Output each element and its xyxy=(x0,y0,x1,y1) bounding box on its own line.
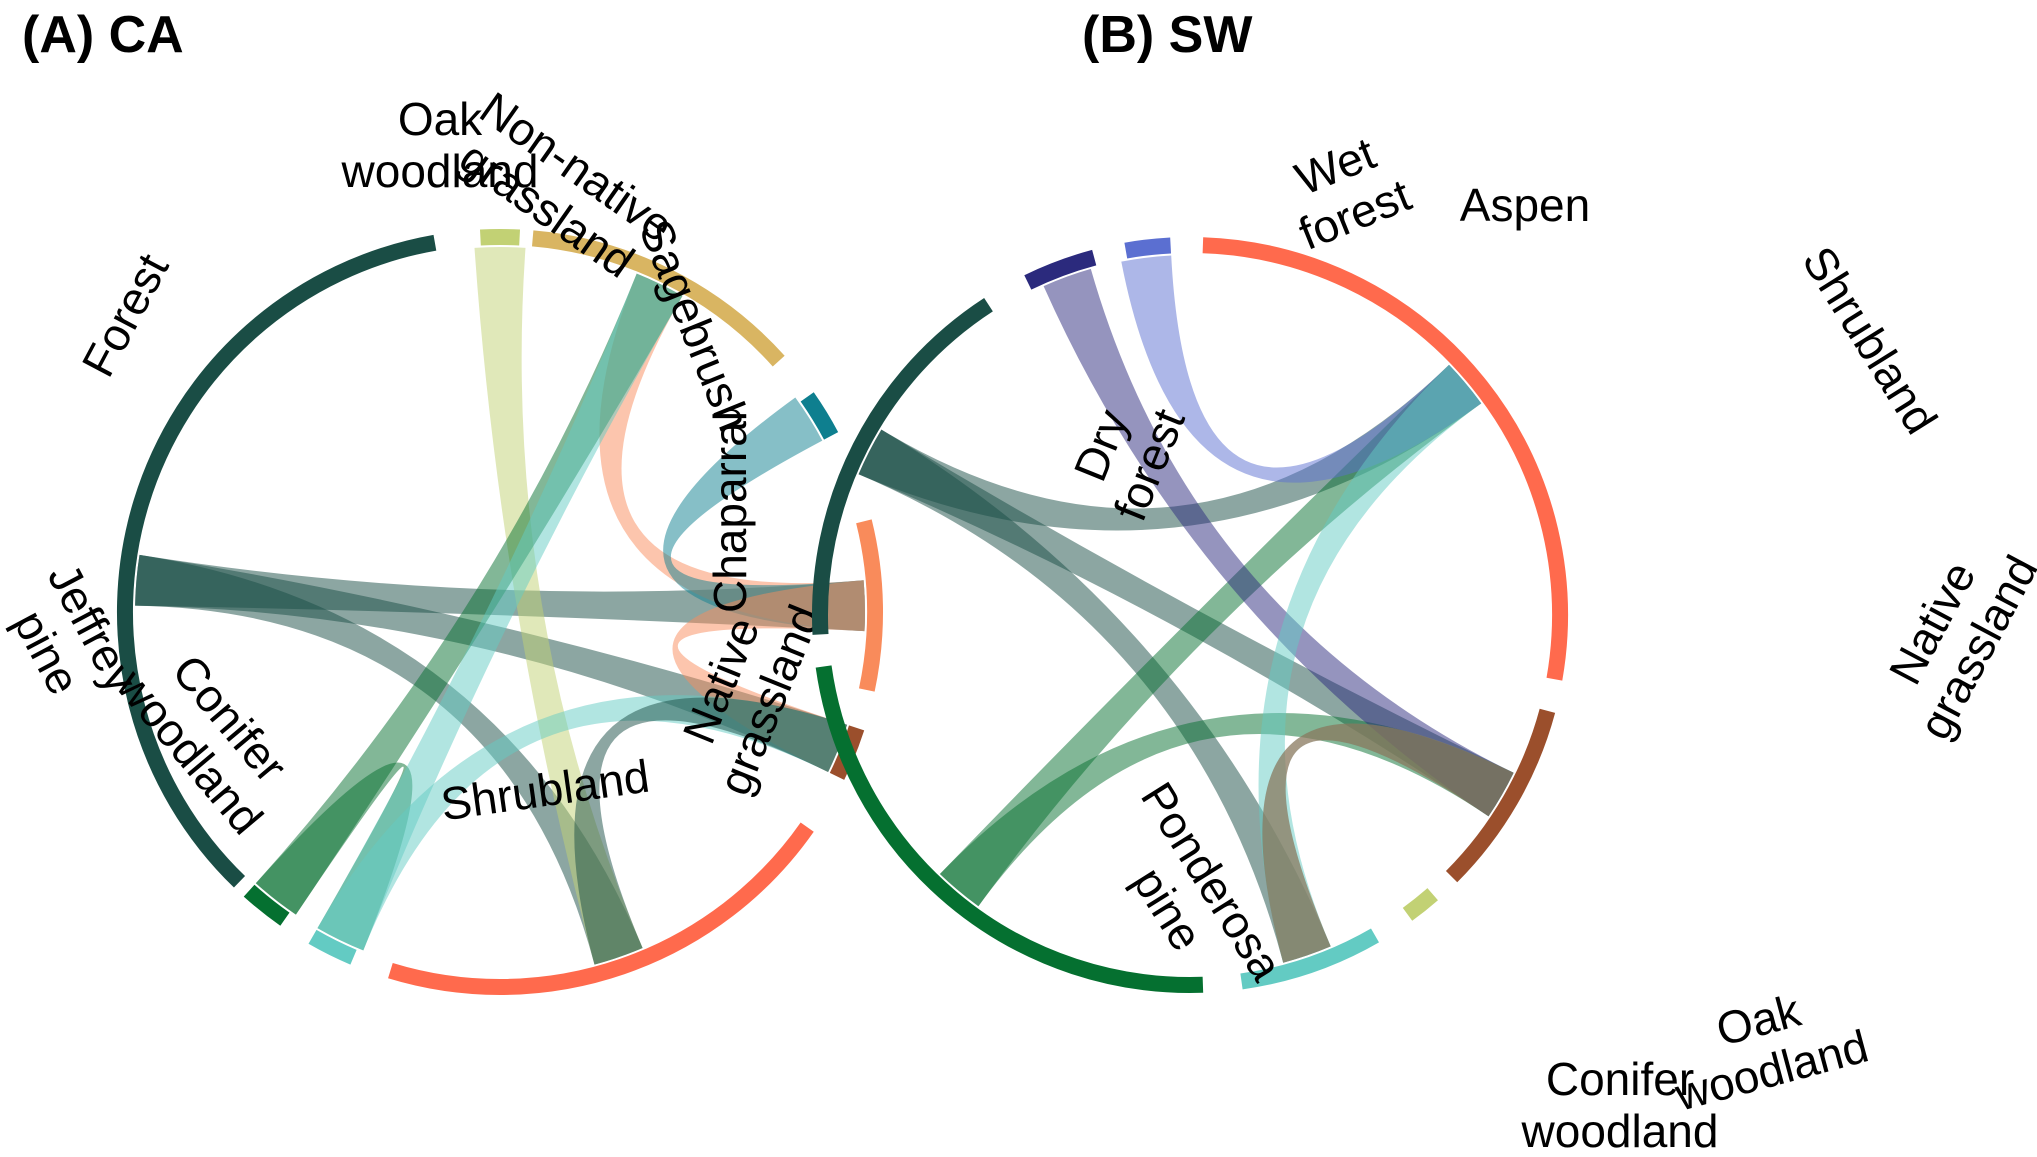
sector-arc-dry xyxy=(812,297,993,635)
ribbon-group xyxy=(135,247,865,965)
sector-arc-shrubland xyxy=(388,822,814,995)
sector-arc-conifer xyxy=(308,929,357,965)
sector-arc-nonnative xyxy=(531,230,785,367)
ribbon-oak-to-shrubland xyxy=(474,247,643,965)
ribbon-group xyxy=(858,255,1514,963)
ribbon-forest-to-native xyxy=(135,554,848,772)
sector-label-line: Chaparral xyxy=(704,411,756,613)
sector-arc-conifer xyxy=(1240,928,1380,990)
sector-label-line: Oak xyxy=(398,93,483,145)
sector-label-shrubland: Shrubland xyxy=(1792,237,1947,442)
sector-arc-ponderosa xyxy=(815,665,1204,994)
panel-sw-chord-diagram: (B) SW Wetforest Aspen Shrubland Nativegras… xyxy=(812,6,2037,1157)
sector-arc-aspen xyxy=(1124,237,1172,259)
sector-arc-jeffrey xyxy=(243,884,290,926)
sector-label-line: woodland xyxy=(341,145,539,197)
sector-arc-wet xyxy=(1024,249,1097,290)
sector-arc-oak xyxy=(479,228,521,246)
sector-label-forest: Forest xyxy=(71,245,178,385)
ribbon-shrubland-to-native xyxy=(574,697,848,965)
ribbon-aspen-to-shrubland xyxy=(1121,255,1482,483)
sector-label-line: woodland xyxy=(1521,1105,1719,1157)
sector-arc-chaparral xyxy=(856,519,884,692)
sector-label-aspen: Aspen xyxy=(1460,179,1590,231)
sector-label-line: Conifer xyxy=(1546,1053,1694,1105)
sector-arc-shrubland xyxy=(1202,237,1569,681)
sector-arc-forest xyxy=(116,234,437,888)
panel-title: (A) CA xyxy=(22,6,184,64)
sector-arc-group xyxy=(812,237,1569,994)
ribbon-conifer-to-nonnative xyxy=(317,273,683,951)
sector-label-line: Aspen xyxy=(1460,179,1590,231)
panel-title: (B) SW xyxy=(1082,6,1253,64)
sector-arc-oak xyxy=(1402,888,1438,921)
sector-arc-native xyxy=(1445,708,1556,883)
ribbon-ponderosa-to-native xyxy=(939,713,1514,907)
ribbon-native-to-conifer xyxy=(1262,723,1514,963)
sector-label-wet: Wetforest xyxy=(1272,120,1418,260)
sector-label-native: Nativegrassland xyxy=(1862,523,2037,748)
sector-label-chaparral: Chaparral xyxy=(704,411,756,613)
sector-label-line: Forest xyxy=(71,245,178,385)
sector-arc-sagebrush xyxy=(800,392,839,440)
sector-label-line: Shrubland xyxy=(1792,237,1947,442)
